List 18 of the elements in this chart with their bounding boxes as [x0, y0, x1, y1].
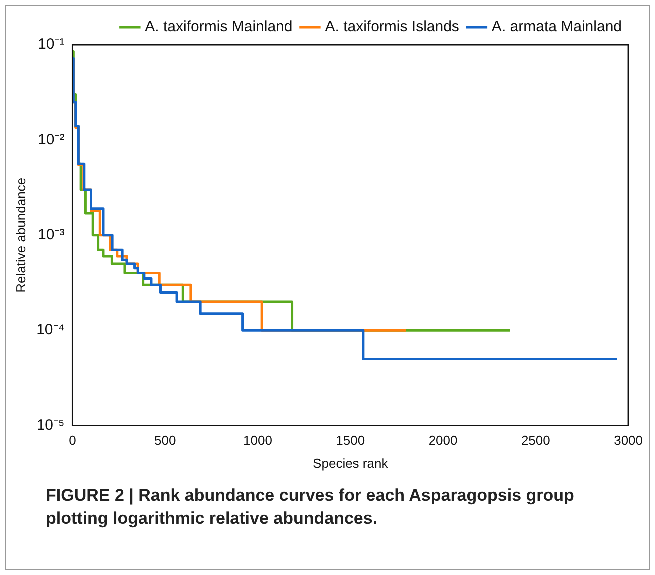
- y-tick-label: 10⁻²: [38, 131, 65, 148]
- x-tick-label: 3000: [614, 433, 643, 448]
- y-tick-label: 10⁻³: [38, 226, 65, 244]
- y-axis-title: Relative abundance: [13, 178, 28, 293]
- x-tick-label: 2000: [428, 433, 458, 448]
- x-tick-label: 500: [154, 433, 176, 448]
- y-tick-label: 10⁻⁴: [36, 322, 65, 339]
- legend-label: A. armata Mainland: [492, 18, 622, 36]
- y-tick-label: 10⁻¹: [38, 36, 65, 54]
- x-tick-label: 1000: [244, 433, 272, 448]
- caption: FIGURE 2 | Rank abundance curves for each Asparagopsis group plotting logarithmic relative abundances.: [46, 485, 576, 530]
- x-tick-label: 2500: [521, 433, 550, 448]
- x-tick-label: 1500: [336, 433, 366, 448]
- y-tick-label: 10⁻⁵: [36, 416, 65, 434]
- legend-label: A. taxiformis Islands: [325, 18, 460, 36]
- x-axis-title: Species rank: [313, 456, 389, 471]
- legend-label: A. taxiformis Mainland: [145, 18, 293, 36]
- x-tick-label: 0: [69, 433, 76, 448]
